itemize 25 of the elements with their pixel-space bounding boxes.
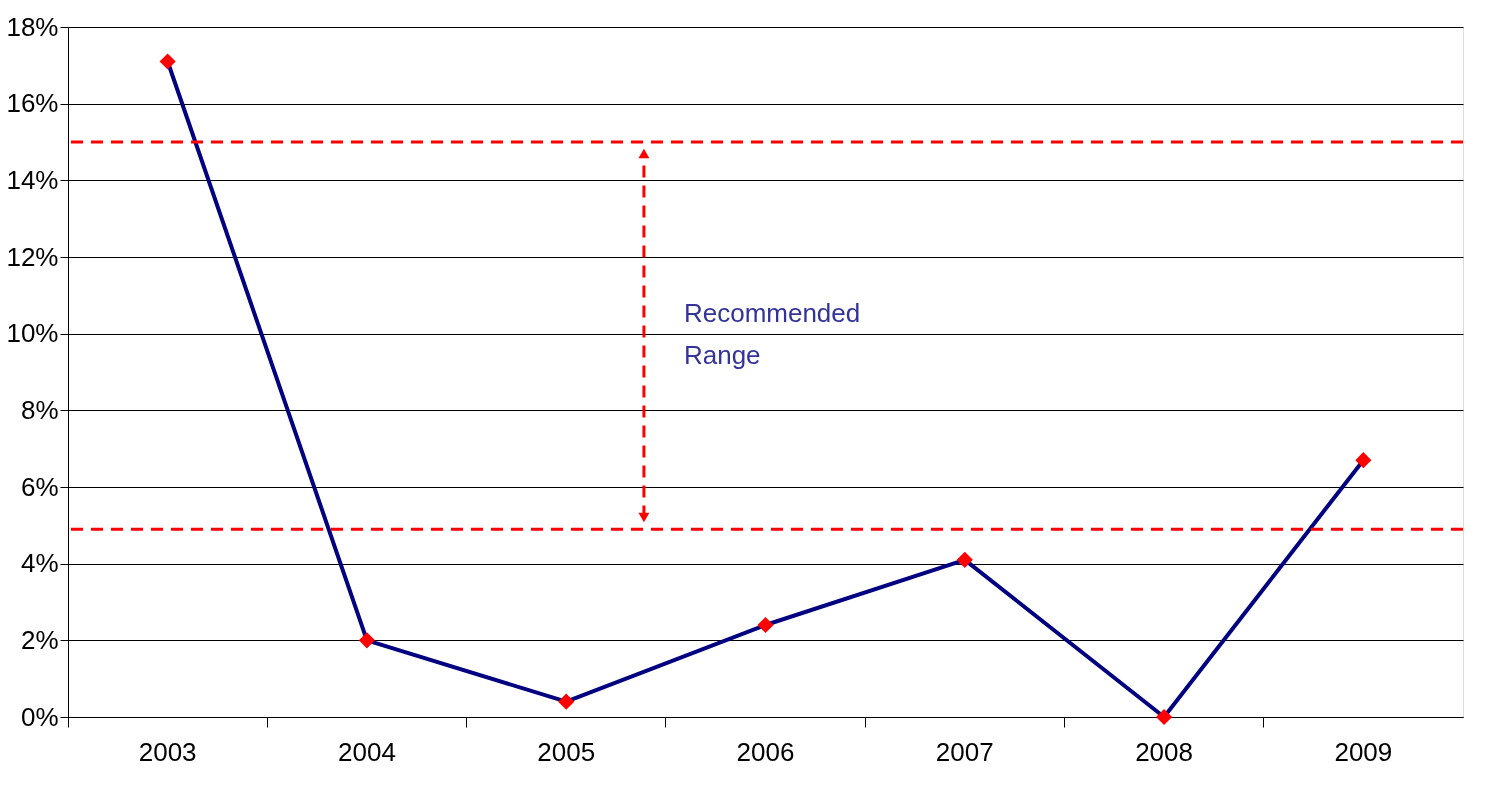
y-tick-label: 10% xyxy=(6,318,59,349)
y-tick-label: 2% xyxy=(20,624,59,655)
point xyxy=(558,693,575,710)
y-tick-label: 14% xyxy=(6,164,59,195)
x-tick-label: 2006 xyxy=(736,736,795,767)
point xyxy=(1156,708,1173,726)
y-tick-label: 8% xyxy=(20,394,59,425)
point xyxy=(159,53,176,70)
point xyxy=(956,551,973,568)
x-tick-label: 2005 xyxy=(537,736,596,767)
y-tick-label: 0% xyxy=(20,701,59,732)
annotation: Recommended Range xyxy=(683,297,861,370)
y-tick-label: 12% xyxy=(6,241,59,272)
point xyxy=(1355,452,1372,469)
point xyxy=(358,632,375,649)
x-tick-label: 2004 xyxy=(338,736,396,767)
y-tick-label: 16% xyxy=(6,88,59,119)
point xyxy=(757,616,774,634)
x-tick-label: 2007 xyxy=(935,736,994,767)
x-tick-label: 2003 xyxy=(138,736,197,767)
y-tick-label: 18% xyxy=(6,11,59,42)
y-tick-label: 4% xyxy=(20,548,59,579)
y-tick-label: 6% xyxy=(20,471,59,502)
x-tick-label: 2008 xyxy=(1135,736,1193,767)
x-tick-label: 2009 xyxy=(1334,736,1393,767)
